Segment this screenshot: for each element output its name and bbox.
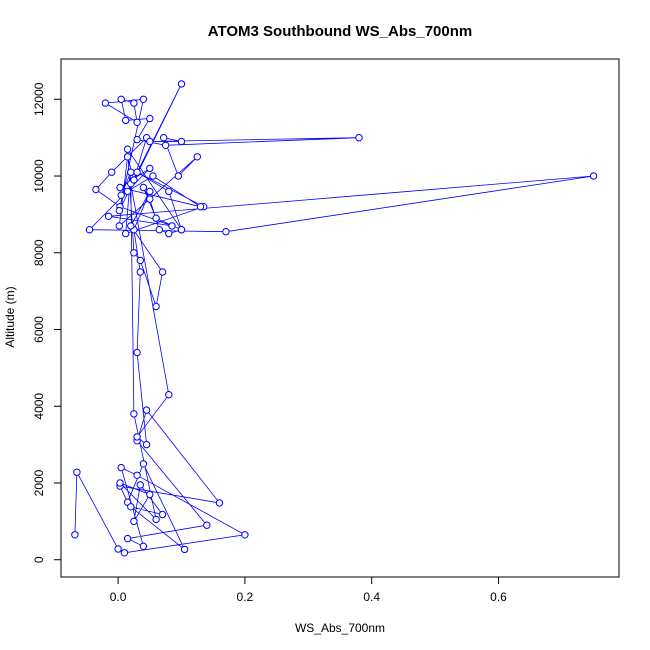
- data-point: [152, 214, 160, 222]
- data-point: [174, 172, 183, 180]
- data-point: [115, 222, 124, 230]
- x-tick-label: 0.6: [490, 590, 507, 604]
- data-point: [133, 118, 141, 127]
- data-point: [85, 226, 94, 234]
- data-point: [158, 510, 167, 519]
- data-point: [127, 168, 135, 176]
- data-point: [146, 195, 154, 203]
- data-point: [73, 468, 81, 476]
- data-point: [589, 172, 598, 180]
- data-point: [130, 410, 138, 418]
- data-point: [161, 141, 170, 150]
- y-axis-label: Altitude (m): [3, 286, 17, 347]
- data-point: [101, 99, 110, 107]
- data-point: [165, 391, 173, 399]
- data-point: [177, 80, 186, 88]
- data-point: [116, 183, 124, 192]
- data-point: [241, 531, 249, 539]
- data-point: [160, 134, 168, 142]
- x-tick-label: 0.0: [110, 590, 127, 604]
- data-point: [123, 534, 132, 543]
- data-point: [152, 302, 160, 311]
- chart-title: ATOM3 Southbound WS_Abs_700nm: [208, 23, 472, 40]
- data-point: [123, 153, 132, 161]
- data-point: [146, 164, 154, 173]
- data-point: [117, 95, 125, 104]
- data-point: [122, 229, 130, 238]
- data-point: [136, 268, 145, 276]
- data-point: [149, 172, 157, 180]
- data-point: [108, 168, 116, 176]
- y-tick-label: 12000: [32, 82, 46, 116]
- data-point: [133, 168, 141, 176]
- data-point: [177, 137, 186, 146]
- data-point: [177, 226, 186, 234]
- data-point: [146, 137, 154, 146]
- data-point: [146, 114, 154, 123]
- x-axis: 0.0 0.2 0.4 0.6: [110, 576, 507, 604]
- data-point: [155, 226, 164, 234]
- data-point: [133, 135, 141, 144]
- x-tick-label: 0.2: [237, 590, 254, 604]
- data-point: [193, 153, 202, 161]
- data-point: [222, 228, 230, 236]
- data-point: [122, 116, 130, 125]
- data-point: [146, 490, 154, 499]
- y-tick-label: 10000: [32, 159, 46, 193]
- data-point: [130, 249, 138, 257]
- data-point: [168, 222, 176, 230]
- data-point: [146, 187, 154, 196]
- data-point: [180, 545, 189, 554]
- data-point: [92, 185, 100, 194]
- data-point: [127, 222, 135, 230]
- x-axis-label: WS_Abs_700nm: [295, 621, 385, 635]
- data-point: [139, 183, 148, 192]
- data-point: [133, 348, 141, 357]
- data-point: [165, 187, 173, 196]
- data-point: [127, 503, 135, 511]
- y-tick-label: 6000: [32, 316, 46, 343]
- data-point: [215, 499, 224, 507]
- data-point: [130, 517, 138, 526]
- data-point: [133, 471, 141, 479]
- y-tick-label: 4000: [32, 393, 46, 420]
- data-point: [136, 481, 145, 489]
- data-point: [355, 134, 363, 142]
- data-point: [116, 479, 124, 487]
- data-point: [165, 229, 173, 238]
- data-point: [196, 203, 205, 211]
- y-tick-label: 0: [32, 556, 46, 563]
- x-tick-label: 0.4: [363, 590, 380, 604]
- data-point: [133, 433, 141, 441]
- data-point: [130, 176, 138, 184]
- data-point: [120, 549, 129, 557]
- y-axis: 0 2000 4000 6000 8000 10000 12000: [32, 82, 62, 563]
- data-point: [71, 531, 79, 539]
- data-point: [130, 99, 138, 107]
- data-point: [142, 406, 151, 414]
- data-point: [203, 521, 211, 529]
- y-tick-label: 8000: [32, 239, 46, 266]
- data-point: [117, 191, 125, 199]
- data-point: [123, 187, 132, 196]
- data-point: [152, 515, 160, 524]
- series-layer: [71, 80, 598, 557]
- data-point: [117, 463, 125, 472]
- data-point: [139, 95, 148, 104]
- data-point: [142, 440, 151, 449]
- data-point: [104, 212, 113, 221]
- data-point: [158, 268, 167, 276]
- data-point: [115, 206, 124, 215]
- data-point: [114, 545, 122, 553]
- data-point: [123, 145, 132, 153]
- data-point: [139, 542, 148, 550]
- y-tick-label: 2000: [32, 469, 46, 496]
- data-point: [136, 256, 145, 265]
- data-point: [139, 460, 148, 468]
